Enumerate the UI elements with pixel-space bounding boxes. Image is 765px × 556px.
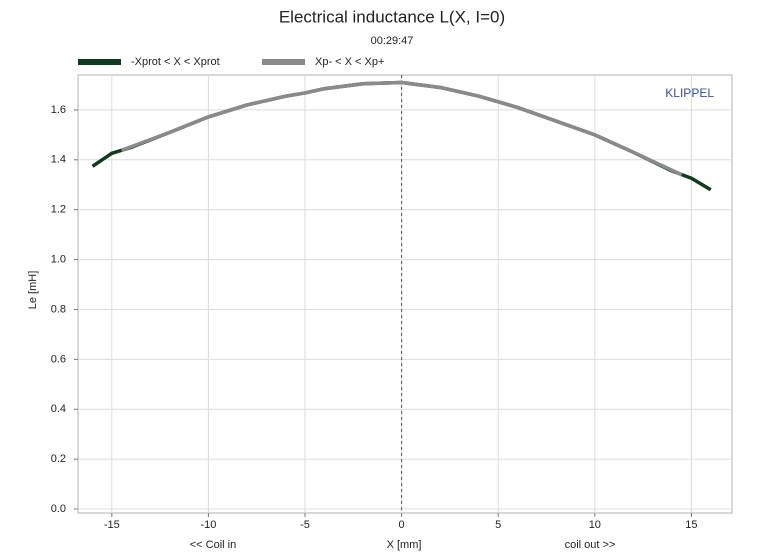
line	[120, 80, 683, 177]
y-tick-label: 1.4	[51, 154, 66, 166]
y-tick-label: 0.4	[51, 403, 66, 415]
y-tick-label: 1.2	[51, 204, 66, 216]
x-right-note: coil out >>	[565, 539, 616, 551]
brand: KLIPPEL	[665, 86, 714, 100]
chart-subtitle: 00:29:47	[371, 35, 414, 47]
x-tick-label: -10	[200, 519, 216, 531]
y-tick-label: 0.2	[51, 453, 66, 465]
x-tick-label: -5	[300, 519, 310, 531]
x-tick-label: -15	[104, 519, 120, 531]
x-axis-label: X [mm]	[387, 539, 422, 551]
legend-label: -Xprot < X < Xprot	[131, 56, 220, 68]
y-tick-label: 0.6	[51, 353, 66, 365]
legend-label: Xp- < X < Xp+	[315, 56, 384, 68]
x-left-note: << Coil in	[190, 539, 236, 551]
plot-area	[77, 74, 733, 514]
x-tick-label: 15	[685, 519, 697, 531]
y-tick-label: 1.0	[51, 253, 66, 265]
x-tick-label: 10	[589, 519, 601, 531]
y-axis-label: Le [mH]	[27, 271, 39, 310]
x-tick-label: 5	[495, 519, 501, 531]
x-tick-label: 0	[399, 519, 405, 531]
y-tick-label: 1.6	[51, 104, 66, 116]
y-tick-label: 0.8	[51, 303, 66, 315]
chart-title: Electrical inductance L(X, I=0)	[279, 7, 505, 26]
y-tick-label: 0.0	[51, 503, 66, 515]
